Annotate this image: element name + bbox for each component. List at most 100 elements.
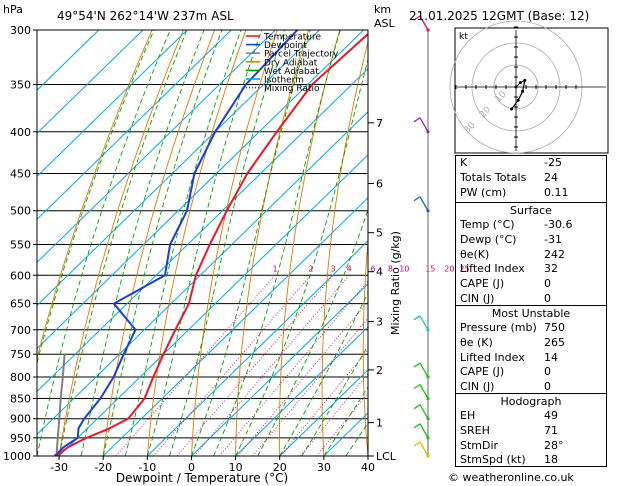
hodograph-table-title: Hodograph xyxy=(500,395,562,408)
mixing-ratio-label: 4 xyxy=(347,264,352,273)
legend-label: Dry Adiabat xyxy=(264,58,318,68)
mixing-ratio-line xyxy=(153,275,312,456)
wet-adiabat-line xyxy=(37,30,155,365)
hodograph-point xyxy=(523,78,527,82)
surface-row: CIN (J) 0 xyxy=(456,292,606,307)
mixing-ratio-label: 1 xyxy=(273,264,278,273)
isotherm-line xyxy=(37,30,144,134)
mu-label: θe (K) xyxy=(460,335,493,349)
wind-barb-dot xyxy=(426,454,430,458)
legend-label: Isotherm xyxy=(264,76,304,86)
surface-value: 0 xyxy=(544,291,551,305)
mixing-ratio-label: 15 xyxy=(425,264,435,273)
mu-row: Pressure (mb) 750 xyxy=(456,321,606,336)
wind-barb-dot xyxy=(426,209,430,213)
pressure-tick-label: 550 xyxy=(10,238,31,251)
wet-adiabat-line xyxy=(191,30,311,456)
indices-panel: K -25 Totals Totals 24 PW (cm) 0.11 xyxy=(455,155,607,203)
mu-label: Lifted Index xyxy=(460,350,525,364)
hodo-value: 49 xyxy=(544,409,558,422)
surface-value: 0 xyxy=(544,277,551,291)
hodograph-point xyxy=(510,107,514,111)
surface-row: CAPE (J) 0 xyxy=(456,277,606,292)
legend-label: Parcel Trajectory xyxy=(264,50,339,60)
legend-label: Dewpoint xyxy=(264,41,307,51)
surface-row: θe(K) 242 xyxy=(456,248,606,263)
hodograph-point xyxy=(521,89,525,93)
height-km-label: 5 xyxy=(376,227,383,240)
dry-adiabat-line xyxy=(191,30,278,456)
mixing-ratio-line xyxy=(279,349,368,456)
dry-adiabat-line xyxy=(321,40,368,456)
skew-t-grid xyxy=(37,30,434,456)
wet-adiabat-line xyxy=(37,30,171,456)
mixing-ratio-label: 25 xyxy=(459,264,469,273)
mixing-ratio-label: 8 xyxy=(388,264,393,273)
wind-barb xyxy=(419,15,429,31)
height-km-label: 7 xyxy=(376,117,383,130)
mixing-ratio-line xyxy=(218,280,368,456)
mixing-ratio-line xyxy=(176,275,334,456)
pressure-tick-label: 950 xyxy=(10,432,31,445)
surface-value: -30.6 xyxy=(544,218,573,231)
location-title: 49°54'N 262°14'W 237m ASL xyxy=(57,9,234,23)
hodograph-point xyxy=(514,85,518,89)
wind-barb-flag xyxy=(413,15,421,21)
temperature-tick-label: 0 xyxy=(188,461,195,474)
hodo-label: EH xyxy=(460,409,476,422)
dry-adiabat-line xyxy=(403,30,434,456)
pressure-tick-label: 350 xyxy=(10,79,31,92)
surface-value: 32 xyxy=(544,262,558,276)
surface-label: CIN (J) xyxy=(460,291,495,305)
pressure-tick-label: 700 xyxy=(10,324,31,337)
dry-adiabat-line xyxy=(37,30,153,361)
hodo-value: 28° xyxy=(544,438,564,452)
temperature-tick-label: 10 xyxy=(229,461,243,474)
temperature-tick-label: 30 xyxy=(317,461,331,474)
mu-row: CIN (J) 0 xyxy=(456,380,606,395)
dewpoint-line xyxy=(53,30,299,456)
isotherm-line xyxy=(37,68,368,393)
pressure-tick-label: 1000 xyxy=(3,450,31,463)
mu-value: 0 xyxy=(544,365,551,379)
pressure-tick-label: 800 xyxy=(10,371,31,384)
dry-adiabat-line xyxy=(235,30,309,456)
surface-label: CAPE (J) xyxy=(460,277,505,291)
wind-barb xyxy=(419,441,429,457)
wind-barb xyxy=(419,404,429,420)
isotherm-line xyxy=(191,283,368,456)
temperature-tick-label: 20 xyxy=(273,461,287,474)
mixing-ratio-axis-label: Mixing Ratio (g/kg) xyxy=(389,231,402,335)
isotherm-line xyxy=(37,30,276,264)
index-value: 0.11 xyxy=(544,185,569,199)
temperature-line xyxy=(55,32,368,456)
pressure-tick-label: 850 xyxy=(10,392,31,405)
wet-adiabat-line xyxy=(279,292,368,456)
mixing-ratio-label: 10 xyxy=(399,264,409,273)
x-axis-label: Dewpoint / Temperature (°C) xyxy=(116,471,288,485)
wet-adiabat-line xyxy=(168,30,285,456)
datetime-title: 21.01.2025 12GMT (Base: 12) xyxy=(409,9,589,23)
wet-adiabat-line xyxy=(323,386,368,456)
wind-barb-dot xyxy=(426,28,430,32)
legend-label: Wet Adiabat xyxy=(264,67,319,77)
mu-label: CAPE (J) xyxy=(460,365,505,379)
wet-adiabat-line xyxy=(146,30,263,456)
wet-adiabat-line xyxy=(102,30,223,456)
mu-row: θe (K) 265 xyxy=(456,336,606,351)
wind-barb xyxy=(419,117,429,133)
legend-label: Temperature xyxy=(263,33,321,43)
mu-value: 14 xyxy=(544,350,558,364)
surface-row: Dewp (°C) -31 xyxy=(456,233,606,248)
wind-barb-flag xyxy=(413,383,421,390)
hodograph-panel: Hodograph EH 49 SREH 71 StmDir 28° StmSpd (… xyxy=(455,393,607,467)
wind-barb-dot xyxy=(426,436,430,440)
mixing-ratio-label: 6 xyxy=(370,264,375,273)
isotherm-line xyxy=(37,111,368,436)
surface-row: Temp (°C) -30.6 xyxy=(456,218,606,233)
temperature-tick-label: -10 xyxy=(138,461,156,474)
wind-barbs xyxy=(413,15,430,458)
mixing-ratio-line xyxy=(300,373,368,456)
